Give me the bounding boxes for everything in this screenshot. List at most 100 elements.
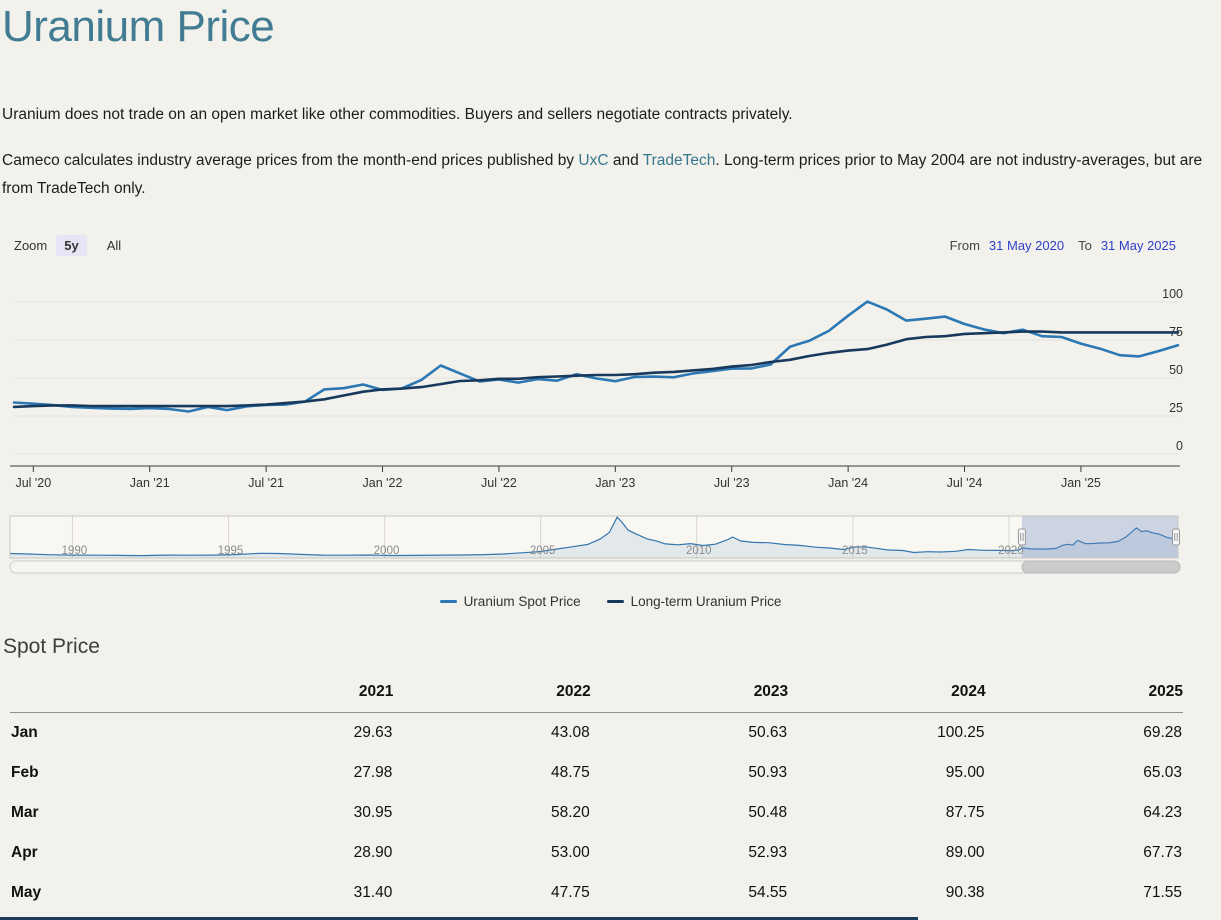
month-row-label: May (11, 883, 42, 901)
intro-2-text-post: . Long-term prices prior to May 2004 are… (2, 152, 1203, 197)
spot-price-heading: Spot Price (3, 635, 100, 658)
price-cell: 67.73 (1143, 843, 1182, 861)
price-cell: 52.93 (748, 843, 788, 861)
price-cell: 47.75 (550, 883, 590, 901)
navigator-year-label: 2005 (530, 545, 556, 557)
zoom-label: Zoom (14, 237, 48, 253)
chart-legend: Uranium Spot Price Long-term Uranium Pri… (0, 594, 1221, 609)
table-row: Jan 29.63 43.08 50.63 100.25 69.28 (10, 713, 1183, 753)
year-column-header: 2025 (985, 675, 1183, 713)
month-row-label: Apr (11, 843, 38, 861)
zoom-button-all[interactable]: All (106, 237, 122, 253)
scrollbar-thumb[interactable] (1021, 560, 1181, 574)
year-column-header: 2023 (590, 675, 789, 713)
x-axis-label: Jan '23 (595, 476, 635, 490)
y-axis-label: 100 (1162, 287, 1183, 301)
x-axis-label: Jan '21 (130, 476, 170, 490)
price-cell: 43.08 (550, 723, 590, 741)
price-cell: 31.40 (353, 883, 393, 901)
navigator-handle-right[interactable] (1172, 528, 1180, 546)
footer-top-edge (0, 917, 918, 920)
range-selector-row: Zoom 5y All From 31 May 2020 To 31 May 2… (0, 233, 1221, 257)
navigator-year-label: 2020 (998, 545, 1024, 557)
x-axis-label: Jul '23 (714, 476, 750, 490)
price-cell: 89.00 (945, 843, 985, 861)
price-cell: 65.03 (1143, 763, 1182, 781)
x-axis-label: Jul '24 (947, 476, 983, 490)
navigator-handle-left[interactable] (1017, 528, 1026, 546)
year-column-header: 2021 (196, 675, 394, 713)
legend-label-longterm: Long-term Uranium Price (630, 594, 782, 609)
year-column-header: 2024 (788, 675, 986, 713)
price-cell: 29.63 (353, 723, 393, 741)
navigator-year-label: 1990 (62, 545, 88, 557)
y-axis-label: 25 (1169, 401, 1183, 415)
table-corner-cell (10, 675, 196, 713)
navigator-background (10, 516, 1178, 558)
navigator-year-label: 2015 (842, 545, 868, 557)
table-row: Feb 27.98 48.75 50.93 95.00 65.03 (10, 753, 1183, 793)
to-date-input[interactable]: 31 May 2025 (1100, 237, 1176, 253)
month-row-label: Mar (11, 803, 39, 821)
navigator-year-label: 1995 (218, 545, 244, 557)
y-axis-label: 0 (1176, 439, 1183, 453)
intro-2-text-pre: Cameco calculates industry average price… (2, 152, 579, 169)
legend-label-spot: Uranium Spot Price (463, 594, 581, 609)
year-column-header: 2022 (393, 675, 591, 713)
month-row-label: Feb (11, 763, 39, 781)
price-cell: 50.93 (748, 763, 788, 781)
intro-paragraph-2: Cameco calculates industry average price… (2, 147, 1217, 203)
from-label: From (949, 237, 980, 253)
price-cell: 50.63 (748, 723, 788, 741)
price-cell: 100.25 (937, 723, 985, 741)
spot-line-swatch (439, 600, 457, 603)
series-longterm[interactable] (12, 330, 1180, 409)
intro-paragraph-1: Uranium does not trade on an open market… (2, 106, 793, 123)
navigator-area-fill (10, 517, 1179, 558)
spot-price-table-head: 2021 2022 2023 2024 2025 (10, 675, 1183, 713)
navigator-series-line (9, 516, 1179, 557)
x-axis-label: Jul '22 (481, 476, 517, 490)
month-row-label: Jan (11, 723, 38, 741)
scrollbar-track[interactable] (9, 560, 1179, 574)
legend-item-longterm-price[interactable]: Long-term Uranium Price (606, 594, 782, 609)
navigator-selected-mask[interactable] (1021, 516, 1178, 558)
price-cell: 95.00 (945, 763, 985, 781)
price-cell: 48.75 (550, 763, 590, 781)
price-cell: 54.55 (748, 883, 788, 901)
price-cell: 69.28 (1143, 723, 1182, 741)
y-axis-label: 50 (1169, 363, 1183, 377)
to-label: To (1078, 237, 1092, 253)
main-chart-canvas[interactable]: Jul '20 Jan '21 Jul '21 Jan '22 Jul '22 Jan '… (0, 267, 1221, 495)
price-cell: 28.90 (353, 843, 393, 861)
series-spot[interactable] (12, 300, 1180, 413)
table-row: Apr 28.90 53.00 52.93 89.00 67.73 (10, 833, 1183, 873)
intro-2-text-and: and (608, 152, 643, 169)
chart-navigator[interactable]: 1990 1995 2000 2005 2010 2015 2020 (0, 500, 1221, 575)
legend-item-spot-price[interactable]: Uranium Spot Price (439, 594, 581, 609)
tradetech-link[interactable]: TradeTech (642, 152, 716, 169)
price-cell: 30.95 (353, 803, 393, 821)
zoom-button-5y[interactable]: 5y (56, 234, 87, 256)
price-cell: 58.20 (550, 803, 590, 821)
zoom-button-group: Zoom 5y All (14, 234, 129, 256)
price-cell: 87.75 (945, 803, 985, 821)
x-axis-label: Jul '21 (248, 476, 284, 490)
x-axis-label: Jan '24 (828, 476, 868, 490)
price-cell: 64.23 (1143, 803, 1182, 821)
x-axis-label: Jan '22 (363, 476, 403, 490)
navigator-year-label: 2010 (686, 545, 712, 557)
price-cell: 90.38 (945, 883, 985, 901)
table-row: May 31.40 47.75 54.55 90.38 71.55 (10, 873, 1183, 913)
price-cell: 27.98 (353, 763, 393, 781)
uxc-link[interactable]: UxC (578, 152, 609, 169)
x-axis-label: Jan '25 (1061, 476, 1101, 490)
range-inputs: From 31 May 2020 To 31 May 2025 (950, 238, 1176, 253)
from-date-input[interactable]: 31 May 2020 (988, 237, 1065, 253)
price-cell: 71.55 (1143, 883, 1182, 901)
price-chart: Zoom 5y All From 31 May 2020 To 31 May 2… (0, 233, 1221, 609)
navigator-year-label: 2000 (374, 545, 400, 557)
price-cell: 50.48 (748, 803, 788, 821)
spot-price-table: 2021 2022 2023 2024 2025 Jan 29.63 43.08 50.63 1… (10, 675, 1183, 913)
x-axis-label: Jul '20 (15, 476, 51, 490)
